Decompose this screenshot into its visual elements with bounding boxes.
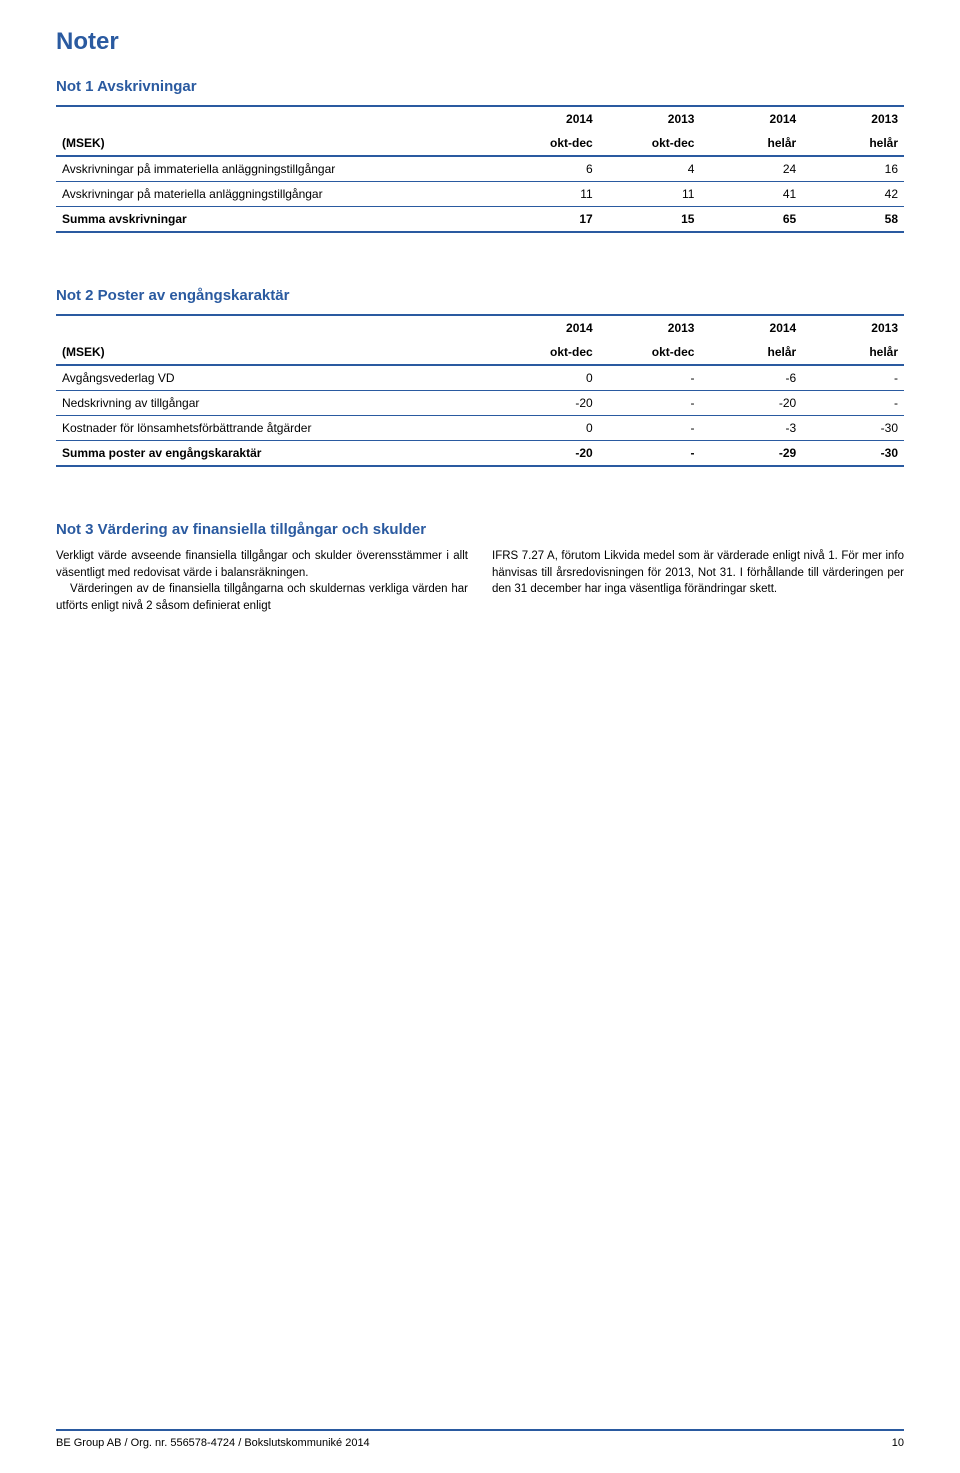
header-cell: 2013 [802, 315, 904, 340]
header-cell: helår [802, 131, 904, 156]
table-row: Avgångsvederlag VD 0 - -6 - [56, 365, 904, 391]
cell: 16 [802, 156, 904, 182]
note3-right-col: IFRS 7.27 A, förutom Likvida medel som ä… [492, 548, 904, 615]
note3-body: Verkligt värde avseende finansiella till… [56, 548, 904, 615]
note3-title: Not 3 Värdering av finansiella tillgånga… [56, 521, 904, 538]
note2-title: Not 2 Poster av engångskaraktär [56, 287, 904, 304]
cell: 11 [599, 182, 701, 207]
header-cell: 2014 [700, 106, 802, 131]
row-label: Avskrivningar på immateriella anläggning… [56, 156, 497, 182]
cell: - [599, 365, 701, 391]
cell: 58 [802, 207, 904, 233]
row-label: Avgångsvederlag VD [56, 365, 497, 391]
header-cell: 2014 [497, 106, 599, 131]
table-row: Nedskrivning av tillgångar -20 - -20 - [56, 391, 904, 416]
cell: 4 [599, 156, 701, 182]
table-header-row: (MSEK) okt-dec okt-dec helår helår [56, 340, 904, 365]
page: Noter Not 1 Avskrivningar 2014 2013 2014… [0, 0, 960, 1473]
table-row: Kostnader för lönsamhetsförbättrande åtg… [56, 416, 904, 441]
spacer [56, 233, 904, 287]
table-row: Avskrivningar på materiella anläggningst… [56, 182, 904, 207]
cell: -6 [700, 365, 802, 391]
header-cell: 2013 [599, 106, 701, 131]
cell: -20 [497, 391, 599, 416]
header-cell: okt-dec [599, 131, 701, 156]
cell: -20 [497, 441, 599, 467]
row-label: Avskrivningar på materiella anläggningst… [56, 182, 497, 207]
cell: 11 [497, 182, 599, 207]
total-label: Summa avskrivningar [56, 207, 497, 233]
page-title: Noter [56, 28, 904, 56]
header-cell [56, 106, 497, 131]
header-cell [56, 315, 497, 340]
footer-page-number: 10 [892, 1437, 904, 1449]
cell: -30 [802, 441, 904, 467]
header-cell: okt-dec [497, 131, 599, 156]
cell: -29 [700, 441, 802, 467]
header-label: (MSEK) [56, 340, 497, 365]
note3-left-p1: Verkligt värde avseende finansiella till… [56, 550, 468, 579]
total-label: Summa poster av engångskaraktär [56, 441, 497, 467]
table-row: Avskrivningar på immateriella anläggning… [56, 156, 904, 182]
header-cell: helår [802, 340, 904, 365]
note3-left-col: Verkligt värde avseende finansiella till… [56, 548, 468, 615]
cell: - [599, 441, 701, 467]
cell: - [802, 391, 904, 416]
note2-table: 2014 2013 2014 2013 (MSEK) okt-dec okt-d… [56, 314, 904, 467]
header-cell: okt-dec [599, 340, 701, 365]
header-cell: 2013 [599, 315, 701, 340]
cell: 65 [700, 207, 802, 233]
note1-title: Not 1 Avskrivningar [56, 78, 904, 95]
cell: -3 [700, 416, 802, 441]
cell: - [599, 416, 701, 441]
cell: 0 [497, 416, 599, 441]
table-header-row: (MSEK) okt-dec okt-dec helår helår [56, 131, 904, 156]
cell: - [599, 391, 701, 416]
row-label: Nedskrivning av tillgångar [56, 391, 497, 416]
cell: - [802, 365, 904, 391]
note3-left-p2: Värderingen av de finansiella tillgångar… [56, 583, 468, 612]
total-row: Summa poster av engångskaraktär -20 - -2… [56, 441, 904, 467]
header-cell: 2014 [497, 315, 599, 340]
cell: 41 [700, 182, 802, 207]
cell: -20 [700, 391, 802, 416]
table-header-row: 2014 2013 2014 2013 [56, 315, 904, 340]
table-header-row: 2014 2013 2014 2013 [56, 106, 904, 131]
cell: 15 [599, 207, 701, 233]
cell: 17 [497, 207, 599, 233]
header-cell: helår [700, 131, 802, 156]
spacer [56, 467, 904, 521]
cell: 0 [497, 365, 599, 391]
cell: 42 [802, 182, 904, 207]
cell: 24 [700, 156, 802, 182]
note1-table: 2014 2013 2014 2013 (MSEK) okt-dec okt-d… [56, 105, 904, 233]
header-cell: 2013 [802, 106, 904, 131]
header-cell: helår [700, 340, 802, 365]
header-label: (MSEK) [56, 131, 497, 156]
row-label: Kostnader för lönsamhetsförbättrande åtg… [56, 416, 497, 441]
header-cell: 2014 [700, 315, 802, 340]
note3-right-p: IFRS 7.27 A, förutom Likvida medel som ä… [492, 550, 904, 595]
cell: 6 [497, 156, 599, 182]
header-cell: okt-dec [497, 340, 599, 365]
footer-left: BE Group AB / Org. nr. 556578-4724 / Bok… [56, 1437, 370, 1449]
cell: -30 [802, 416, 904, 441]
page-footer: BE Group AB / Org. nr. 556578-4724 / Bok… [56, 1429, 904, 1449]
total-row: Summa avskrivningar 17 15 65 58 [56, 207, 904, 233]
